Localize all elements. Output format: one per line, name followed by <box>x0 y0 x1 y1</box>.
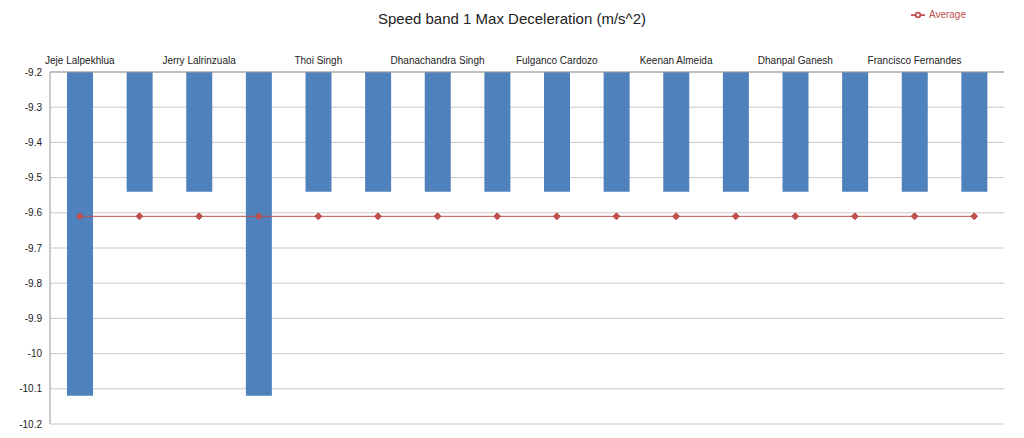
svg-text:Keenan Almeida: Keenan Almeida <box>640 55 713 66</box>
svg-text:Thoi Singh: Thoi Singh <box>294 55 342 66</box>
svg-text:-9.5: -9.5 <box>25 172 43 183</box>
svg-text:Fulganco Cardozo: Fulganco Cardozo <box>516 55 598 66</box>
svg-text:-9.7: -9.7 <box>25 243 43 254</box>
svg-text:Dhanpal Ganesh: Dhanpal Ganesh <box>758 55 833 66</box>
svg-text:Jerry Lalrinzuala: Jerry Lalrinzuala <box>162 55 236 66</box>
svg-text:-9.6: -9.6 <box>25 207 43 218</box>
svg-text:-9.3: -9.3 <box>25 102 43 113</box>
svg-text:-10: -10 <box>28 348 43 359</box>
html-text:Speed band 1 Max Deceleration: Speed band 1 Max Deceleration (m/s^2) <box>378 10 646 27</box>
svg-text:-10.1: -10.1 <box>19 383 42 394</box>
svg-text:Dhanachandra Singh: Dhanachandra Singh <box>391 55 485 66</box>
svg-text:-9.8: -9.8 <box>25 278 43 289</box>
svg-text:Jeje Lalpekhlua: Jeje Lalpekhlua <box>45 55 115 66</box>
svg-text:-10.2: -10.2 <box>19 419 42 430</box>
html-text:Average: Average <box>928 8 966 20</box>
svg-text:-9.2: -9.2 <box>25 67 43 78</box>
svg-text:-9.9: -9.9 <box>25 313 43 324</box>
svg-text:Francisco Fernandes: Francisco Fernandes <box>868 55 962 66</box>
svg-text:-9.4: -9.4 <box>25 137 43 148</box>
